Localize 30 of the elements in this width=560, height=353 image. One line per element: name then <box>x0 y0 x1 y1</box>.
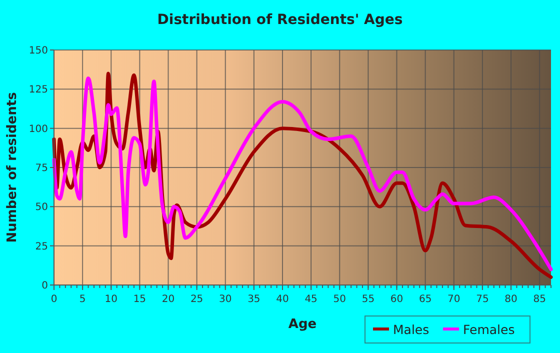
legend-label: Males <box>393 322 430 337</box>
legend-label: Females <box>463 322 515 337</box>
y-tick-label: 0 <box>42 280 48 292</box>
x-tick-label: 65 <box>418 294 432 305</box>
x-tick-label: 55 <box>362 294 375 305</box>
y-tick-label: 150 <box>28 46 48 56</box>
x-tick-label: 15 <box>133 294 146 305</box>
x-axis-title: Age <box>288 317 317 332</box>
y-tick-label: 25 <box>35 241 48 252</box>
y-axis-title: Number of residents <box>5 92 20 243</box>
x-tick-label: 20 <box>162 294 175 305</box>
x-tick-label: 5 <box>79 294 86 305</box>
y-tick-label: 50 <box>35 202 48 214</box>
x-tick-label: 80 <box>504 294 518 305</box>
x-tick-label: 85 <box>533 294 546 305</box>
x-tick-label: 25 <box>190 294 204 305</box>
y-tick-label: 125 <box>28 84 48 96</box>
x-tick-label: 35 <box>248 294 260 305</box>
x-tick-label: 0 <box>50 294 58 305</box>
x-tick-label: 70 <box>448 294 460 305</box>
x-tick-label: 45 <box>304 294 318 305</box>
x-tick-label: 10 <box>104 294 118 305</box>
x-tick-label: 30 <box>219 294 232 305</box>
x-tick-label: 40 <box>276 294 289 305</box>
chart-title: Distribution of Residents' Ages <box>157 12 403 28</box>
y-tick-label: 100 <box>28 124 48 135</box>
x-tick-label: 75 <box>476 294 489 305</box>
x-tick-label: 50 <box>333 294 346 305</box>
y-tick-label: 75 <box>35 163 48 174</box>
x-tick-label: 60 <box>390 294 404 305</box>
